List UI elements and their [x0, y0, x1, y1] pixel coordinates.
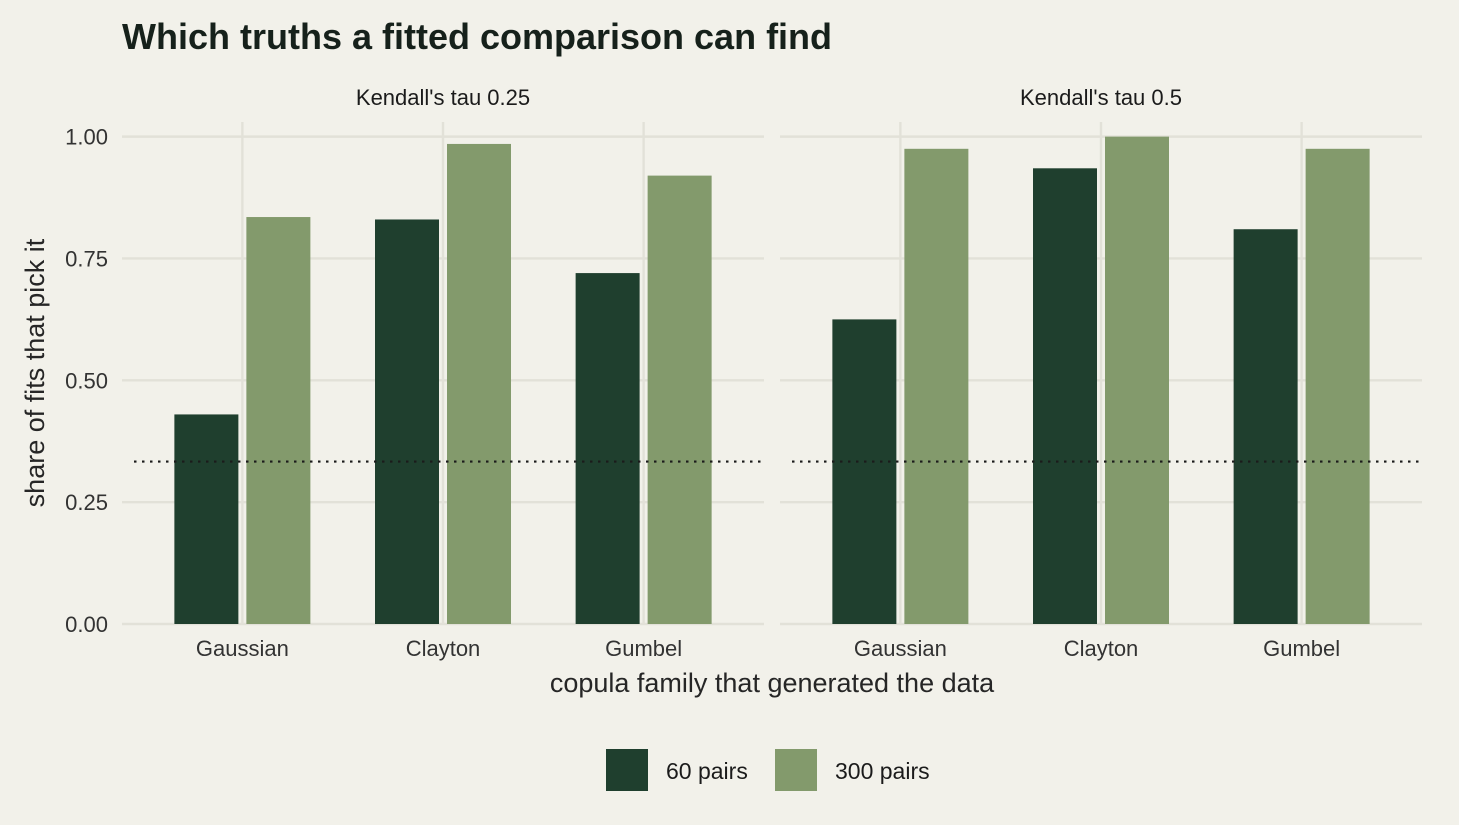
bar: [904, 148, 969, 624]
y-axis-title: share of fits that pick it: [20, 238, 50, 507]
y-tick-label: 1.00: [65, 125, 108, 150]
chart-title: Which truths a fitted comparison can fin…: [122, 16, 832, 57]
bar: [1105, 136, 1169, 625]
x-tick-label: Clayton: [1064, 636, 1139, 661]
bar: [1305, 148, 1370, 624]
y-tick-label: 0.75: [65, 246, 108, 271]
legend-item: 300 pairs: [775, 749, 930, 791]
bar: [174, 414, 239, 624]
facet-panel: Kendall's tau 0.25 Gaussian Clayton Gumbel: [122, 85, 764, 661]
bar: [1033, 168, 1097, 624]
x-tick-label: Clayton: [406, 636, 481, 661]
x-tick-label: Gaussian: [196, 636, 289, 661]
facet-strip-label: Kendall's tau 0.25: [356, 85, 530, 110]
bar: [647, 175, 712, 625]
bar: [447, 143, 511, 624]
legend-swatch: [775, 749, 817, 791]
bar: [575, 273, 640, 624]
bar: [375, 219, 439, 625]
bar: [246, 217, 311, 625]
y-tick-label: 0.00: [65, 612, 108, 637]
bar: [832, 319, 897, 624]
facet-panel: Kendall's tau 0.5 Gaussian Clayton Gumbel: [780, 85, 1422, 661]
legend: 60 pairs 300 pairs: [606, 749, 930, 791]
x-tick-label: Gaussian: [854, 636, 947, 661]
x-axis-title: copula family that generated the data: [550, 668, 995, 698]
y-tick-label: 0.25: [65, 490, 108, 515]
y-tick-label: 0.50: [65, 368, 108, 393]
legend-label: 60 pairs: [666, 758, 748, 784]
bar: [1233, 229, 1298, 624]
x-tick-label: Gumbel: [605, 636, 682, 661]
legend-swatch: [606, 749, 648, 791]
legend-label: 300 pairs: [835, 758, 930, 784]
panels: 0.00 0.25 0.50 0.75 1.00 Kendall's tau 0.25 Ga…: [65, 85, 1422, 661]
x-tick-label: Gumbel: [1263, 636, 1340, 661]
facet-strip-label: Kendall's tau 0.5: [1020, 85, 1182, 110]
legend-item: 60 pairs: [606, 749, 748, 791]
